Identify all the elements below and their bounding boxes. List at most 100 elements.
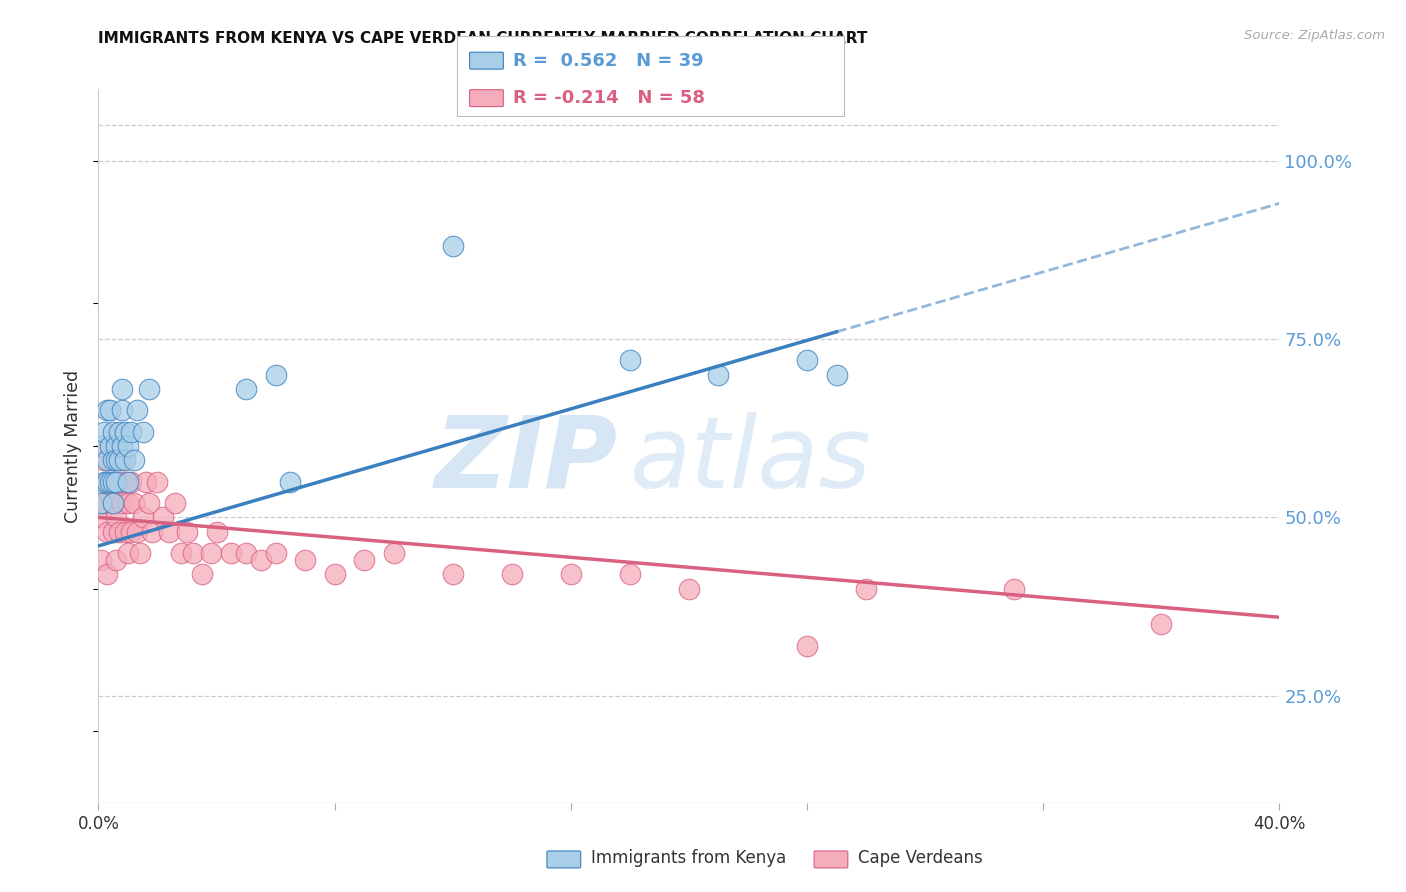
Text: Cape Verdeans: Cape Verdeans — [858, 849, 983, 867]
Point — [108, 524, 131, 539]
Point — [294, 553, 316, 567]
Point — [125, 403, 148, 417]
Point — [93, 475, 115, 489]
Point — [96, 524, 118, 539]
Point — [170, 546, 193, 560]
Point — [117, 496, 139, 510]
Point — [105, 439, 128, 453]
Point — [90, 496, 112, 510]
Text: Source: ZipAtlas.com: Source: ZipAtlas.com — [1244, 29, 1385, 42]
Point — [250, 553, 273, 567]
Point — [111, 453, 134, 467]
Y-axis label: Currently Married: Currently Married — [65, 369, 83, 523]
Point — [122, 496, 145, 510]
Point — [235, 382, 257, 396]
Point — [105, 453, 128, 467]
Point — [441, 567, 464, 582]
Point — [103, 496, 125, 510]
Point — [125, 524, 148, 539]
Point — [114, 425, 136, 439]
Point — [111, 382, 134, 396]
Point — [200, 546, 222, 560]
Text: ZIP: ZIP — [434, 412, 619, 508]
Point — [264, 368, 287, 382]
Point — [114, 475, 136, 489]
Point — [98, 489, 121, 503]
Text: atlas: atlas — [630, 412, 872, 508]
Point — [93, 496, 115, 510]
Point — [108, 425, 131, 439]
Point — [90, 553, 112, 567]
Point — [1002, 582, 1025, 596]
Point — [103, 496, 125, 510]
Point — [825, 368, 848, 382]
Point — [165, 496, 187, 510]
Point — [93, 425, 115, 439]
Point — [117, 546, 139, 560]
Point — [1150, 617, 1173, 632]
Point — [855, 582, 877, 596]
Point — [152, 510, 174, 524]
Point — [98, 439, 121, 453]
Point — [98, 403, 121, 417]
Point — [111, 403, 134, 417]
Point — [135, 475, 157, 489]
Point — [108, 475, 131, 489]
Point — [181, 546, 204, 560]
Point — [103, 475, 125, 489]
Text: IMMIGRANTS FROM KENYA VS CAPE VERDEAN CURRENTLY MARRIED CORRELATION CHART: IMMIGRANTS FROM KENYA VS CAPE VERDEAN CU… — [98, 31, 868, 46]
Point — [111, 439, 134, 453]
Point — [441, 239, 464, 253]
Point — [98, 475, 121, 489]
Point — [382, 546, 405, 560]
Point — [138, 496, 160, 510]
Point — [117, 475, 139, 489]
Point — [103, 453, 125, 467]
Text: R =  0.562   N = 39: R = 0.562 N = 39 — [513, 52, 704, 70]
Text: R = -0.214   N = 58: R = -0.214 N = 58 — [513, 89, 706, 107]
Point — [93, 453, 115, 467]
Point — [707, 368, 730, 382]
Point — [264, 546, 287, 560]
Point — [219, 546, 242, 560]
Text: Immigrants from Kenya: Immigrants from Kenya — [591, 849, 786, 867]
Point — [191, 567, 214, 582]
Point — [96, 403, 118, 417]
Point — [146, 475, 169, 489]
Point — [278, 475, 302, 489]
Point — [132, 425, 155, 439]
Point — [176, 524, 198, 539]
Point — [120, 425, 142, 439]
Point — [122, 453, 145, 467]
Point — [105, 475, 128, 489]
Point — [235, 546, 257, 560]
Point — [501, 567, 523, 582]
Point — [120, 475, 142, 489]
Point — [353, 553, 375, 567]
Point — [105, 553, 128, 567]
Point — [96, 475, 118, 489]
Point — [103, 475, 125, 489]
Point — [796, 639, 818, 653]
Point — [90, 439, 112, 453]
Point — [96, 475, 118, 489]
Point — [323, 567, 346, 582]
Point — [205, 524, 228, 539]
Point — [796, 353, 818, 368]
Point — [96, 453, 118, 467]
Point — [103, 524, 125, 539]
Point — [117, 439, 139, 453]
Point — [90, 510, 112, 524]
Point — [560, 567, 582, 582]
Point — [619, 567, 641, 582]
Point — [120, 524, 142, 539]
Point — [157, 524, 180, 539]
Point — [132, 510, 155, 524]
Point — [103, 425, 125, 439]
Point — [138, 382, 160, 396]
Point — [141, 524, 163, 539]
Point — [111, 496, 134, 510]
Point — [114, 453, 136, 467]
Point — [678, 582, 700, 596]
Point — [128, 546, 150, 560]
